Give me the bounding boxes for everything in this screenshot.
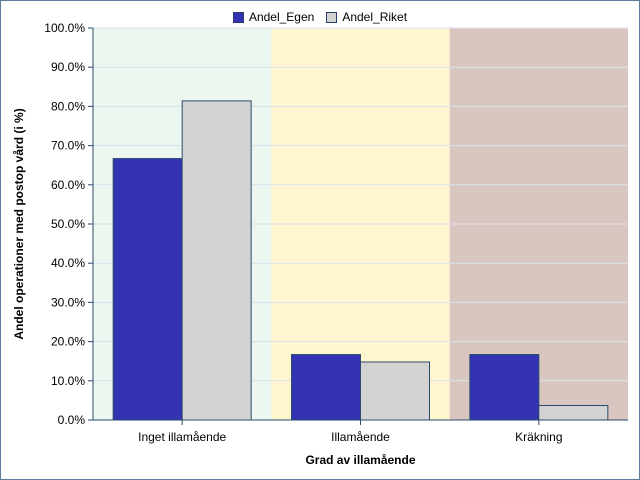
bars — [112, 100, 609, 421]
y-tick-label: 80.0% — [51, 99, 85, 113]
bar-andel-egen-kr-kning — [469, 354, 540, 421]
bar-andel-egen-illam-ende — [291, 354, 361, 421]
legend: Andel_Egen Andel_Riket — [0, 10, 640, 24]
x-tick-label-illam-ende: Illamående — [331, 430, 390, 444]
y-tick-label: 60.0% — [51, 178, 85, 192]
x-axis-title: Grad av illamående — [305, 453, 415, 467]
y-tick-label: 50.0% — [51, 217, 85, 231]
y-tick-label: 0.0% — [58, 413, 86, 427]
y-tick-label: 100.0% — [44, 21, 85, 35]
y-axis-title: Andel operationer med postop vård (i %) — [12, 108, 26, 339]
legend-label-egen: Andel_Egen — [248, 10, 315, 24]
legend-swatch-egen — [232, 11, 244, 23]
legend-swatch-riket — [326, 11, 338, 23]
y-tick-label: 20.0% — [51, 335, 85, 349]
bar-andel-riket-inget-illam-ende — [181, 100, 252, 421]
bar-andel-egen-inget-illam-ende — [112, 158, 183, 421]
y-tick-label: 10.0% — [51, 374, 85, 388]
x-tick-label-kr-kning: Kräkning — [515, 430, 562, 444]
x-tick-label-inget-illam-ende: Inget illamående — [138, 430, 226, 444]
y-tick-label: 40.0% — [51, 256, 85, 270]
legend-item-egen: Andel_Egen — [232, 10, 315, 24]
legend-item-riket: Andel_Riket — [326, 10, 407, 24]
bar-andel-riket-kr-kning — [538, 404, 609, 421]
legend-label-riket: Andel_Riket — [342, 10, 408, 24]
bar-andel-riket-illam-ende — [360, 361, 430, 421]
axes: 0.0% 10.0% 20.0% 30.0% 40.0% 50.0% 60.0% 70.0% 8… — [44, 21, 628, 444]
y-tick-label: 30.0% — [51, 295, 85, 309]
y-tick-label: 90.0% — [51, 60, 85, 74]
y-tick-label: 70.0% — [51, 139, 85, 153]
